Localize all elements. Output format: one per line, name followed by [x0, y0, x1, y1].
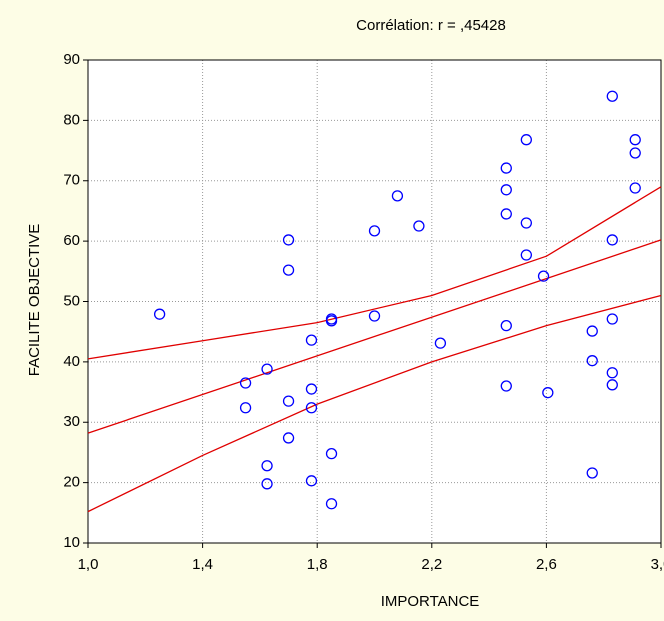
point — [629, 182, 641, 194]
x-tick-label: 2,6 — [536, 556, 557, 573]
point — [261, 460, 273, 472]
point — [305, 402, 318, 414]
point — [606, 313, 618, 325]
point — [434, 337, 447, 349]
fit-line — [87, 239, 662, 434]
point — [153, 308, 166, 320]
point — [282, 234, 295, 246]
point — [391, 190, 404, 202]
point — [325, 447, 338, 460]
point — [413, 220, 425, 232]
point — [537, 270, 550, 282]
fit-line — [87, 186, 662, 360]
x-tick-label: 3,0 — [651, 556, 664, 573]
x-tick-label: 1,4 — [192, 556, 213, 573]
x-axis-label: IMPORTANCE — [381, 593, 480, 610]
point — [586, 467, 598, 479]
plot-area — [88, 60, 661, 543]
y-tick-label: 20 — [63, 474, 80, 491]
chart-title: Corrélation: r = ,45428 — [356, 17, 506, 34]
point — [368, 225, 381, 237]
y-tick-label: 80 — [63, 111, 80, 128]
x-tick-label: 1,8 — [307, 556, 328, 573]
point — [606, 234, 618, 246]
point — [305, 334, 318, 346]
point — [500, 380, 512, 392]
point — [239, 377, 252, 389]
y-axis-label: FACILITE OBJECTIVE — [26, 224, 43, 377]
point — [500, 184, 512, 196]
y-tick-label: 40 — [63, 353, 80, 370]
point — [368, 310, 381, 322]
point — [520, 249, 532, 261]
point — [500, 162, 512, 174]
y-tick-label: 10 — [63, 534, 80, 551]
point — [325, 498, 338, 510]
point — [520, 134, 532, 146]
point — [282, 432, 295, 444]
point — [606, 367, 618, 379]
point — [500, 208, 512, 220]
point — [606, 90, 618, 102]
x-tick-label: 1,0 — [78, 556, 99, 573]
plot-frame — [87, 59, 662, 544]
point — [520, 217, 532, 229]
y-tick-label: 70 — [63, 172, 80, 189]
y-tick-label: 90 — [63, 51, 80, 68]
point — [282, 264, 295, 276]
x-tick-label: 2,2 — [421, 556, 442, 573]
point — [586, 325, 598, 337]
point — [305, 383, 318, 395]
point — [305, 475, 318, 487]
point — [239, 402, 252, 414]
fit-line — [87, 294, 662, 513]
y-tick-label: 50 — [63, 292, 80, 309]
point — [282, 395, 295, 407]
point — [606, 379, 618, 391]
y-tick-label: 30 — [63, 413, 80, 430]
point — [542, 387, 554, 399]
y-tick-label: 60 — [63, 232, 80, 249]
point — [629, 147, 641, 159]
point — [261, 478, 273, 490]
point — [261, 363, 273, 375]
point — [500, 319, 512, 332]
point — [629, 134, 641, 146]
point — [325, 315, 338, 327]
point — [586, 355, 598, 367]
